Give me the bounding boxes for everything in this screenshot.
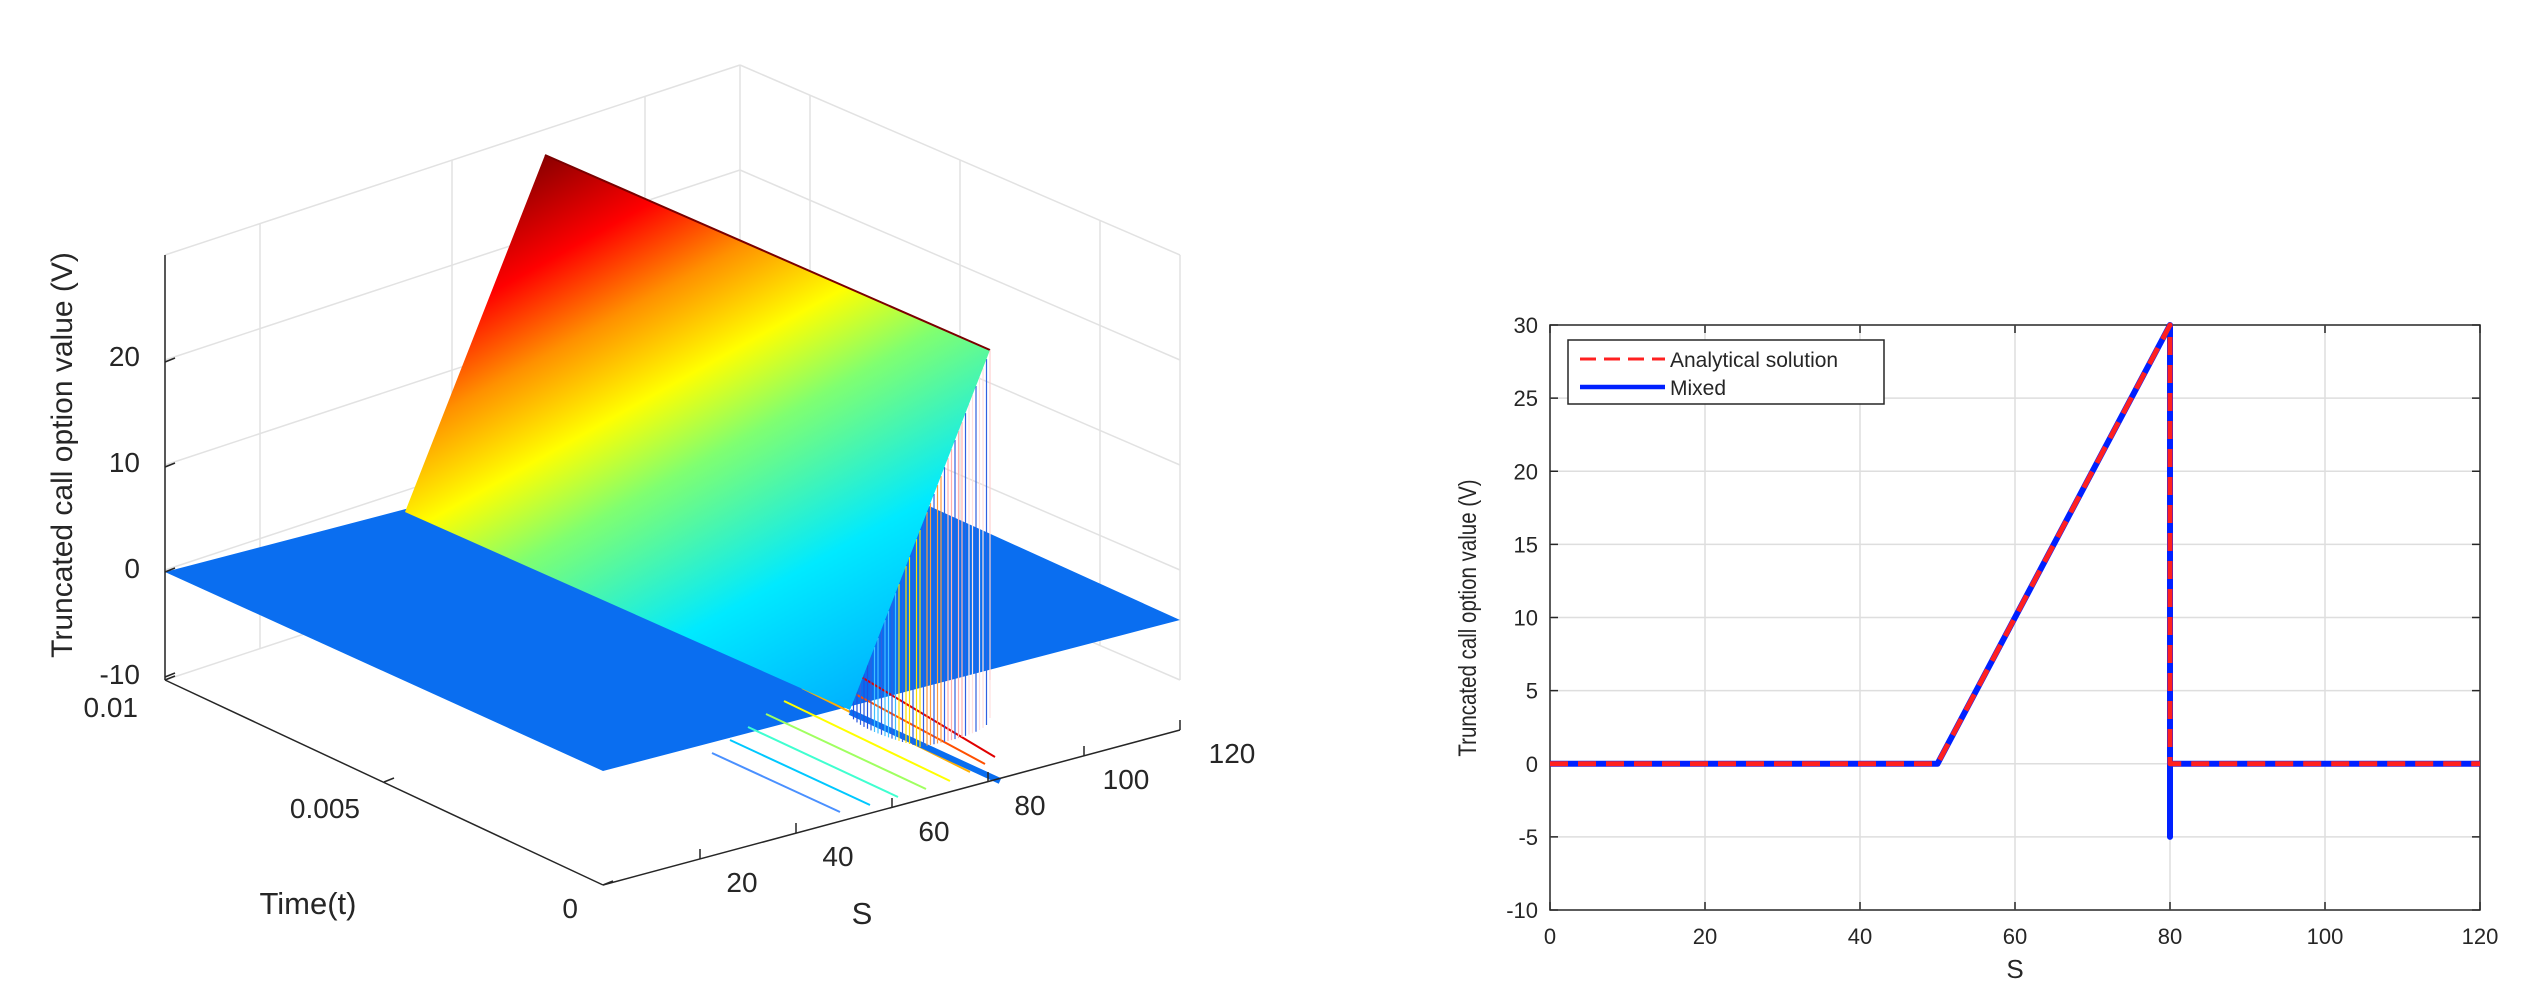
surface-y-tick-0.01: 0.01 [84,692,139,723]
x-tick-label: 80 [2158,924,2182,949]
surface-x-tick-120: 120 [1209,738,1256,769]
line-plot-y-axis-label: Truncated call option value (V) [1453,479,1481,756]
y-tick-label: 30 [1514,313,1538,338]
surface-x-tick-80: 80 [1014,790,1045,821]
y-tick-label: 15 [1514,532,1538,557]
y-tick-label: -10 [1506,898,1538,923]
surface-x-axis-label: S [852,896,873,931]
line-plot: 0 20 40 60 80 100 120 -10 -5 0 5 10 15 20 25 30 Truncat… [1453,313,2498,984]
legend-label-analytical: Analytical solution [1670,349,1838,372]
surface-y-axis-label: Time(t) [260,886,357,921]
x-tick-label: 100 [2307,924,2344,949]
line-plot-ticks: 0 20 40 60 80 100 120 -10 -5 0 5 10 15 20 25 30 [1506,313,2498,949]
surface-x-tick-20: 20 [726,867,757,898]
line-plot-x-axis-label: S [2006,954,2023,984]
surface-x-tick-40: 40 [822,841,853,872]
surface-y-tick-0.005: 0.005 [290,793,360,824]
legend-box [1567,339,1885,405]
surface-z-tick-minus10: -10 [100,659,140,690]
surface-z-axis-label: Truncated call option value (V) [46,252,79,658]
surface-plot: 20 10 0 -10 0.01 0.005 0 20 40 60 80 100… [46,64,1256,931]
y-tick-label: 25 [1514,386,1538,411]
surface-z-tick-10: 10 [109,447,140,478]
surface-x-tick-100: 100 [1103,764,1150,795]
series-analytical-solution [1550,322,2480,767]
surface-z-tick-20: 20 [109,341,140,372]
x-tick-label: 120 [2462,924,2499,949]
x-tick-label: 40 [1848,924,1872,949]
legend-label-mixed: Mixed [1670,377,1726,400]
y-tick-label: -5 [1518,825,1538,850]
surface-axis-ticks [164,357,1181,886]
surface-y-tick-0: 0 [562,893,578,924]
x-tick-label: 20 [1693,924,1717,949]
surface-ridge [405,155,990,710]
y-tick-label: 0 [1526,752,1538,777]
x-tick-label: 0 [1544,924,1556,949]
line-plot-legend: Analytical solution Mixed [1567,339,1885,405]
y-tick-label: 5 [1526,679,1538,704]
y-tick-label: 20 [1514,459,1538,484]
surface-x-tick-60: 60 [918,816,949,847]
y-tick-label: 10 [1514,606,1538,631]
surface-ridge-top-edge [544,154,991,351]
surface-z-tick-0: 0 [124,553,140,584]
line-plot-series [1550,322,2480,840]
x-tick-label: 60 [2003,924,2027,949]
